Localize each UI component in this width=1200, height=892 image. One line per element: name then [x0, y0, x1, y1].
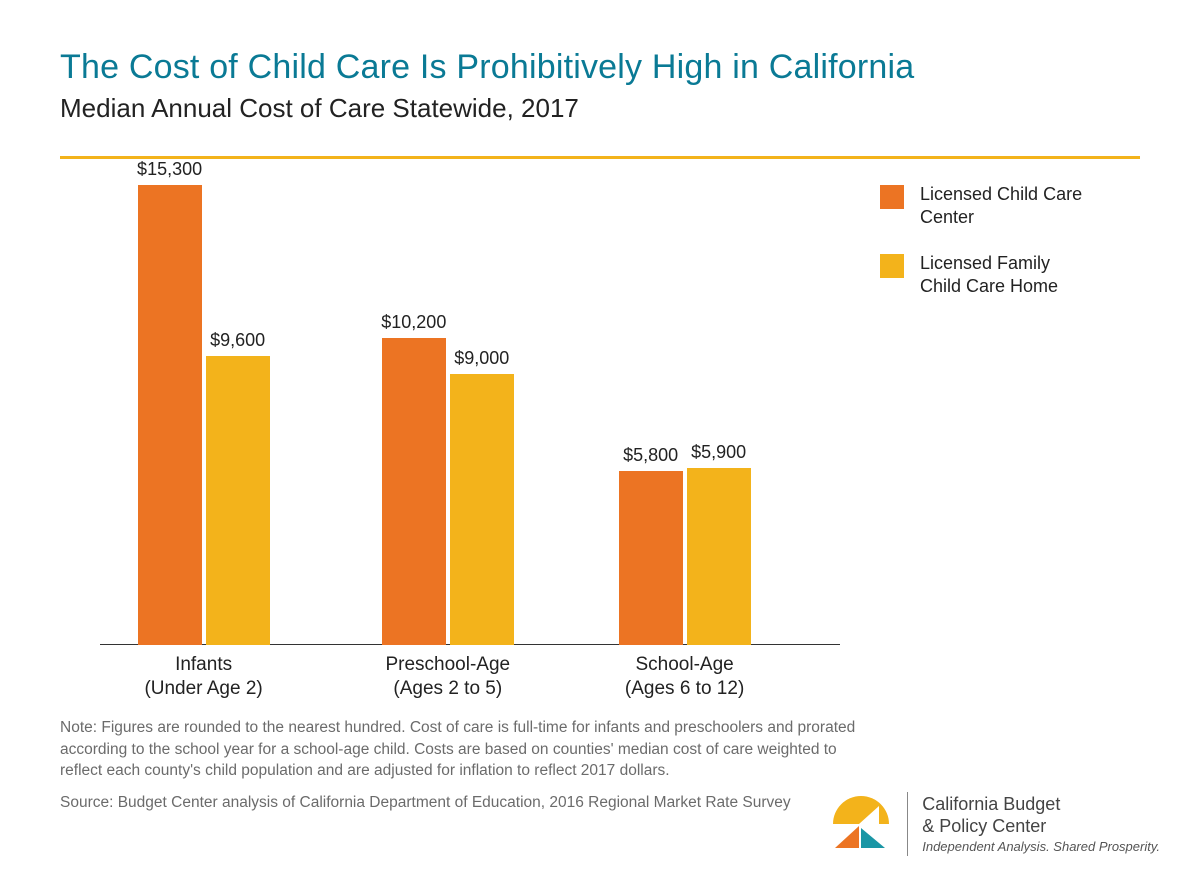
- org-footer: California Budget & Policy Center Indepe…: [829, 792, 1160, 856]
- footnote-text: Note: Figures are rounded to the nearest…: [60, 717, 860, 782]
- category-label: Preschool-Age(Ages 2 to 5): [338, 653, 558, 701]
- org-logo-icon: [829, 792, 893, 856]
- legend: Licensed Child Care Center Licensed Famil…: [880, 183, 1110, 321]
- legend-item: Licensed FamilyChild Care Home: [880, 252, 1110, 299]
- bar-value-label: $9,000: [454, 348, 509, 369]
- org-tagline: Independent Analysis. Shared Prosperity.: [922, 839, 1160, 854]
- bar: $9,600: [206, 356, 270, 645]
- bar: $10,200: [382, 338, 446, 645]
- legend-label: Licensed FamilyChild Care Home: [920, 252, 1058, 299]
- category-label: Infants(Under Age 2): [94, 653, 314, 701]
- org-name-line1: California Budget: [922, 794, 1160, 816]
- bar: $5,900: [687, 468, 751, 645]
- bar-value-label: $5,900: [691, 442, 746, 463]
- bar-group: $15,300$9,600Infants(Under Age 2): [124, 185, 284, 645]
- legend-label: Licensed Child Care Center: [920, 183, 1110, 230]
- divider-line: [60, 156, 1140, 159]
- org-text: California Budget & Policy Center Indepe…: [922, 794, 1160, 854]
- legend-swatch: [880, 254, 904, 278]
- bar: $5,800: [619, 471, 683, 645]
- legend-item: Licensed Child Care Center: [880, 183, 1110, 230]
- chart-area: $15,300$9,600Infants(Under Age 2)$10,200…: [60, 167, 1140, 707]
- org-name-line2: & Policy Center: [922, 816, 1160, 838]
- bar-group: $5,800$5,900School-Age(Ages 6 to 12): [605, 468, 765, 645]
- bar-value-label: $15,300: [137, 159, 202, 180]
- bar-plot: $15,300$9,600Infants(Under Age 2) $10,200…: [100, 167, 840, 707]
- legend-swatch: [880, 185, 904, 209]
- bar-group: $10,200$9,000Preschool-Age(Ages 2 to 5): [368, 338, 528, 645]
- bar-value-label: $5,800: [623, 445, 678, 466]
- footer-divider: [907, 792, 908, 856]
- category-label: School-Age(Ages 6 to 12): [575, 653, 795, 701]
- chart-subtitle: Median Annual Cost of Care Statewide, 20…: [60, 93, 1140, 124]
- bar: $9,000: [450, 374, 514, 645]
- source-text: Source: Budget Center analysis of Califo…: [60, 792, 860, 814]
- chart-title: The Cost of Child Care Is Prohibitively …: [60, 48, 1140, 87]
- bar: $15,300: [138, 185, 202, 645]
- bar-value-label: $10,200: [381, 312, 446, 333]
- bar-value-label: $9,600: [210, 330, 265, 351]
